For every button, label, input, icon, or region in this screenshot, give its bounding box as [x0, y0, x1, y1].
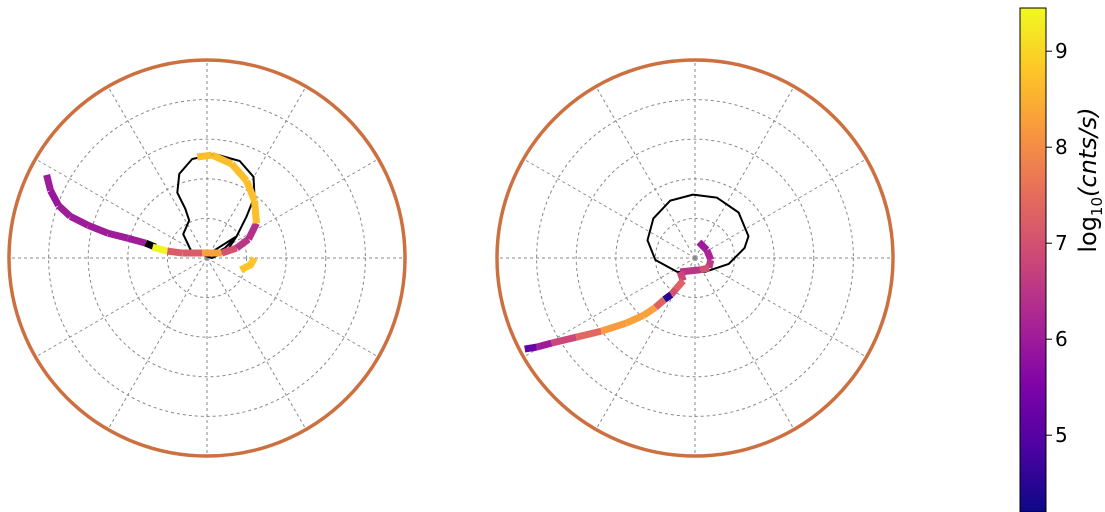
grid-spoke [694, 158, 867, 259]
polar-panel-right [495, 58, 895, 458]
track-segment [524, 343, 538, 353]
track-tail [239, 256, 258, 274]
grid-spoke [595, 86, 696, 259]
track-segment [699, 264, 710, 274]
colorbar-tick-label: 6 [1055, 327, 1068, 351]
grid-spoke [206, 257, 379, 358]
track-segment [229, 161, 250, 184]
colorbar-tick-label: 9 [1055, 39, 1068, 63]
track-segment [107, 229, 129, 242]
track-segment [151, 243, 169, 255]
track-segment [535, 339, 553, 351]
track-segment [550, 333, 578, 347]
grid-spoke [694, 257, 795, 430]
colorbar-label-base: log [1074, 216, 1102, 253]
track-segment [676, 270, 687, 282]
grid-spoke [523, 158, 696, 259]
track-segment [220, 244, 238, 257]
track-segment [68, 213, 90, 229]
track-segment [653, 296, 667, 311]
track-segment [86, 222, 110, 237]
polar-panel-left [7, 58, 407, 458]
reference-curve [176, 153, 256, 259]
track-segment [47, 189, 62, 208]
colorbar-label: log10(cnts/s) [1074, 107, 1105, 252]
track-segment [673, 278, 686, 291]
track-segment [166, 247, 183, 257]
track-segment [662, 291, 674, 303]
track-segment [56, 202, 73, 220]
track-segment [624, 312, 645, 327]
track-segment [234, 236, 251, 251]
grid-spoke [694, 86, 795, 259]
track-segment [703, 248, 715, 262]
grid-ring [575, 138, 815, 378]
track-segment [599, 320, 627, 335]
polar-boundary [7, 58, 407, 458]
grid-ring [87, 138, 327, 378]
grid-spoke [107, 86, 208, 259]
track-segment [575, 327, 602, 341]
colorbar: 5 6 7 8 9 log10(cnts/s) [1019, 7, 1105, 512]
grid-spoke [694, 257, 867, 358]
polar-boundary [495, 58, 895, 458]
track-segment [196, 151, 213, 161]
track-segment [705, 259, 715, 269]
track-segment [43, 173, 54, 192]
colorbar-label-arg: (cnts/s) [1074, 107, 1102, 197]
colorbar-tick-label: 5 [1055, 423, 1068, 447]
grid-spoke [35, 158, 208, 259]
grid-spoke [206, 86, 307, 259]
grid-spoke [35, 257, 208, 358]
track-segment [243, 179, 258, 202]
track-segment [641, 304, 658, 319]
track-segment [251, 200, 260, 224]
colorbar-tick-label: 7 [1055, 231, 1068, 255]
colorbar-label-sub: 10 [1088, 197, 1105, 216]
colorbar-gradient [1019, 7, 1047, 512]
track-segment [126, 234, 147, 247]
track-segment [245, 221, 260, 241]
colorbar-ticks: 5 6 7 8 9 [1046, 39, 1068, 447]
grid-ring [166, 217, 248, 299]
grid-spoke [206, 158, 379, 259]
grid-spoke [107, 257, 208, 430]
grid-spoke [206, 257, 307, 430]
track-segment [668, 286, 679, 297]
track-segment [210, 151, 234, 168]
colorbar-tick-label: 8 [1055, 135, 1068, 159]
track-segment [696, 239, 710, 253]
reference-curve [646, 193, 750, 273]
